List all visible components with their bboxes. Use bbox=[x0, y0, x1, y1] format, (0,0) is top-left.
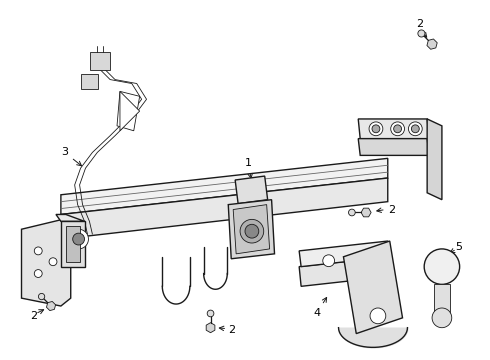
Text: 1: 1 bbox=[245, 158, 252, 178]
Polygon shape bbox=[61, 221, 84, 267]
Polygon shape bbox=[61, 158, 388, 215]
Polygon shape bbox=[235, 176, 268, 204]
Polygon shape bbox=[61, 178, 388, 239]
Polygon shape bbox=[66, 226, 79, 262]
Polygon shape bbox=[22, 217, 71, 306]
Circle shape bbox=[391, 122, 405, 136]
Circle shape bbox=[372, 125, 380, 133]
Polygon shape bbox=[117, 91, 140, 131]
Circle shape bbox=[370, 308, 386, 324]
Polygon shape bbox=[343, 241, 402, 334]
Polygon shape bbox=[299, 257, 390, 286]
Circle shape bbox=[409, 122, 422, 136]
Text: 2: 2 bbox=[228, 325, 235, 335]
Text: 4: 4 bbox=[313, 297, 327, 318]
Circle shape bbox=[323, 255, 335, 267]
Polygon shape bbox=[80, 74, 98, 89]
Polygon shape bbox=[427, 119, 442, 200]
Polygon shape bbox=[56, 215, 84, 221]
Circle shape bbox=[38, 293, 45, 300]
Circle shape bbox=[418, 30, 425, 37]
Circle shape bbox=[393, 125, 401, 133]
Polygon shape bbox=[228, 200, 274, 259]
Circle shape bbox=[69, 229, 89, 249]
Circle shape bbox=[348, 209, 355, 216]
Polygon shape bbox=[206, 323, 215, 333]
Text: 2: 2 bbox=[388, 204, 395, 215]
Circle shape bbox=[245, 224, 259, 238]
Circle shape bbox=[49, 258, 57, 266]
Polygon shape bbox=[299, 241, 390, 267]
Polygon shape bbox=[427, 39, 437, 49]
Circle shape bbox=[424, 249, 460, 284]
Polygon shape bbox=[358, 119, 429, 139]
Text: 2: 2 bbox=[30, 311, 37, 321]
Circle shape bbox=[240, 219, 264, 243]
Text: 2: 2 bbox=[416, 19, 423, 30]
Circle shape bbox=[34, 270, 42, 278]
Text: 5: 5 bbox=[455, 242, 462, 252]
Polygon shape bbox=[120, 91, 140, 131]
Circle shape bbox=[412, 125, 419, 133]
Circle shape bbox=[432, 308, 452, 328]
Polygon shape bbox=[47, 301, 55, 311]
Circle shape bbox=[207, 310, 214, 317]
Polygon shape bbox=[91, 52, 110, 70]
Text: 3: 3 bbox=[61, 148, 81, 166]
Polygon shape bbox=[361, 208, 371, 217]
Circle shape bbox=[369, 122, 383, 136]
Circle shape bbox=[73, 233, 84, 245]
Circle shape bbox=[34, 247, 42, 255]
Polygon shape bbox=[233, 204, 270, 254]
Polygon shape bbox=[358, 139, 429, 156]
Polygon shape bbox=[434, 284, 450, 316]
